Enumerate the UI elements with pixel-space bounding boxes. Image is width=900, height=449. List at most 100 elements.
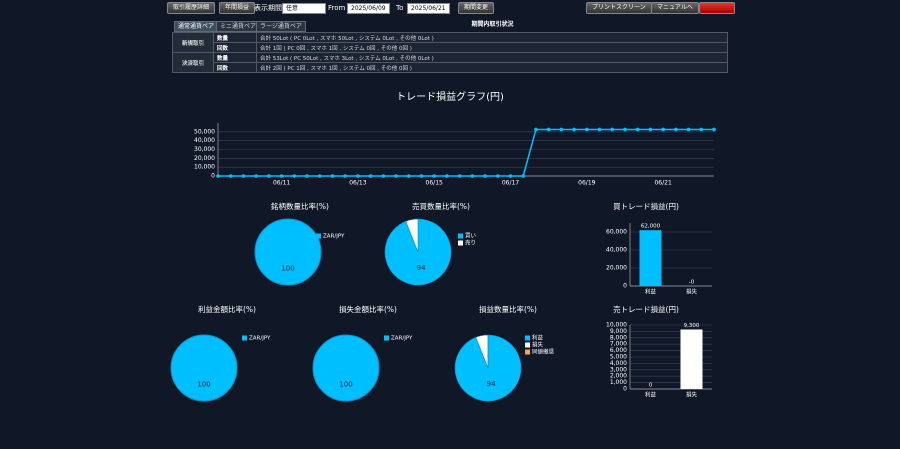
x-tick-label: 06/21 bbox=[654, 180, 671, 187]
point bbox=[381, 174, 386, 178]
x-tick-label: 06/11 bbox=[273, 180, 290, 187]
select[interactable]: 任意 bbox=[282, 3, 326, 14]
point bbox=[648, 127, 653, 132]
label: 表示期間 bbox=[254, 4, 282, 12]
point bbox=[508, 174, 513, 178]
x-tick-label: 利益 bbox=[645, 288, 657, 296]
y-tick-label: 20,000 bbox=[606, 265, 627, 272]
y-tick-label: 0 bbox=[623, 386, 627, 393]
table-header: 期間内取引状況 bbox=[471, 21, 514, 28]
legend-swatch bbox=[525, 349, 530, 355]
y-tick-label: 2,000 bbox=[610, 373, 627, 380]
button[interactable]: 年間損益 bbox=[219, 2, 256, 14]
data-label: 100 bbox=[339, 381, 352, 389]
data-label: 9,300 bbox=[684, 323, 700, 329]
point bbox=[635, 127, 640, 132]
data-label: 100 bbox=[281, 265, 294, 273]
chart-title: 売買数量比率(%) bbox=[412, 201, 470, 211]
button[interactable]: 取引履歴詳細 bbox=[167, 2, 216, 14]
y-tick-label: 60,000 bbox=[606, 229, 627, 236]
point bbox=[546, 127, 551, 132]
y-tick-label: 7,000 bbox=[610, 341, 627, 348]
legend-label: 利益 bbox=[532, 334, 544, 342]
point bbox=[699, 127, 704, 132]
legend-swatch bbox=[525, 335, 530, 341]
legend-swatch bbox=[316, 233, 321, 239]
point bbox=[432, 174, 437, 178]
y-tick-label: 8,000 bbox=[610, 334, 627, 341]
data-label: 0 bbox=[649, 383, 653, 389]
point bbox=[292, 174, 297, 178]
table: 新規取引 数量 合計 50Lot ( PC 0Lot , スマホ 50Lot , シ… bbox=[172, 32, 728, 73]
point bbox=[470, 174, 475, 178]
y-tick-label: 5,000 bbox=[610, 354, 627, 361]
y-tick-label: 6,000 bbox=[610, 347, 627, 354]
legend-label: 同値撤退 bbox=[532, 348, 555, 356]
point bbox=[661, 127, 665, 132]
chart-title: トレード損益グラフ(円) bbox=[396, 90, 504, 103]
y-tick-label: 9,000 bbox=[610, 328, 627, 335]
x-tick-label: 06/13 bbox=[349, 180, 366, 187]
button[interactable]: マニュアルへ bbox=[651, 2, 699, 14]
data-label: -0 bbox=[689, 280, 695, 286]
point bbox=[228, 174, 233, 178]
legend-label: 損失 bbox=[532, 341, 544, 349]
x-tick-label: 06/19 bbox=[578, 180, 595, 187]
data-label: 100 bbox=[197, 381, 210, 389]
y-tick-label: 10,000 bbox=[194, 164, 215, 171]
legend-label: ZAR/JPY bbox=[391, 336, 413, 342]
point bbox=[445, 174, 449, 178]
button[interactable]: プリントスクリーン bbox=[586, 2, 652, 14]
y-tick-label: 0 bbox=[623, 283, 627, 290]
point bbox=[254, 174, 258, 178]
point bbox=[343, 174, 347, 178]
pie-slice bbox=[405, 218, 419, 253]
point bbox=[597, 127, 602, 132]
pie-slice bbox=[312, 334, 380, 402]
point bbox=[610, 127, 615, 132]
x-tick-label: 06/17 bbox=[502, 180, 519, 187]
y-tick-label: 1,000 bbox=[610, 379, 627, 386]
legend-label: ZAR/JPY bbox=[249, 336, 271, 342]
point bbox=[457, 174, 462, 178]
point bbox=[674, 127, 678, 132]
y-tick-label: 3,000 bbox=[610, 366, 627, 373]
legend-swatch bbox=[384, 335, 389, 341]
close-button[interactable] bbox=[699, 2, 735, 14]
x-tick-label: 損失 bbox=[686, 288, 698, 296]
x-tick-label: 損失 bbox=[686, 391, 698, 399]
data-label: 94 bbox=[417, 264, 426, 272]
point bbox=[686, 127, 691, 132]
chart-title: 銘柄数量比率(%) bbox=[271, 201, 329, 211]
point bbox=[317, 174, 322, 178]
point bbox=[394, 174, 398, 178]
y-tick-label: 40,000 bbox=[606, 247, 627, 254]
y-tick-label: 10,000 bbox=[606, 322, 627, 329]
point bbox=[521, 174, 526, 178]
tab[interactable]: ラージ通貨ペア bbox=[256, 21, 306, 32]
data-label: 62,000 bbox=[641, 224, 661, 230]
point bbox=[712, 127, 716, 132]
cell: 合計 2回 ( PC 1回 , スマホ 1回 , システム 0回 , その他 0… bbox=[256, 62, 728, 73]
button[interactable]: 期間変更 bbox=[458, 2, 495, 14]
date-input[interactable]: 2025/06/21 bbox=[407, 3, 450, 14]
point bbox=[279, 174, 284, 178]
legend-swatch bbox=[458, 233, 463, 239]
bar bbox=[639, 230, 662, 286]
label: From bbox=[328, 4, 346, 12]
group-label: 新規取引 bbox=[172, 32, 214, 53]
point bbox=[368, 174, 373, 178]
point bbox=[267, 174, 271, 178]
legend-label: 買い bbox=[465, 233, 477, 240]
chart-title: 売トレード損益(円) bbox=[613, 304, 679, 314]
point bbox=[559, 127, 564, 132]
y-tick-label: 30,000 bbox=[194, 146, 215, 153]
pie-slice bbox=[170, 334, 238, 402]
date-input[interactable]: 2025/06/09 bbox=[347, 3, 390, 14]
chart-title: 利益金額比率(%) bbox=[198, 304, 256, 314]
point bbox=[406, 174, 411, 178]
y-tick-label: 0 bbox=[211, 173, 215, 180]
line bbox=[218, 128, 714, 177]
